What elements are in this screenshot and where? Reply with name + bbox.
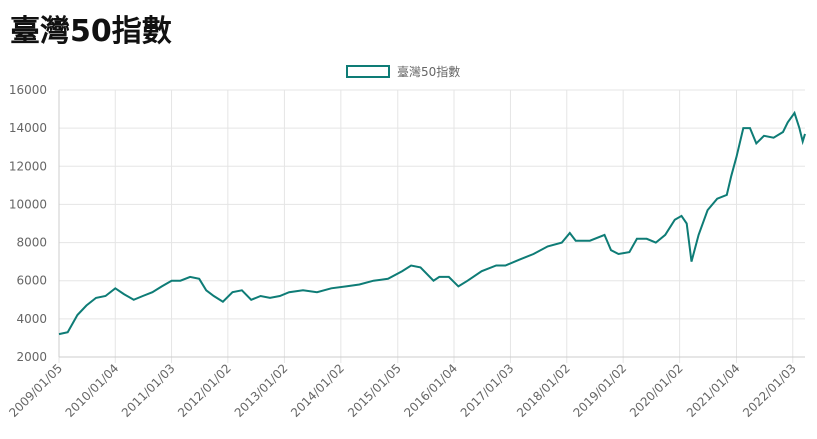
data-line xyxy=(58,110,806,336)
x-tick-label: 2014/01/02 xyxy=(288,361,347,420)
page-title: 臺灣50指數 xyxy=(10,14,172,49)
x-tick-label: 2009/01/05 xyxy=(6,361,65,420)
y-tick-label: 12000 xyxy=(9,159,47,173)
legend-swatch xyxy=(346,65,390,78)
x-tick-label: 2013/01/02 xyxy=(232,361,291,420)
y-tick-label: 6000 xyxy=(16,274,47,288)
x-tick-label: 2018/01/02 xyxy=(514,361,573,420)
x-tick-label: 2016/01/04 xyxy=(401,361,460,420)
x-tick-label: 2012/01/02 xyxy=(175,361,234,420)
x-tick-label: 2022/01/03 xyxy=(740,361,799,420)
x-tick-label: 2019/01/02 xyxy=(570,361,629,420)
x-tick-label: 2021/01/04 xyxy=(684,361,743,420)
y-tick-label: 10000 xyxy=(9,197,47,211)
x-tick-label: 2017/01/03 xyxy=(458,361,517,420)
y-tick-label: 14000 xyxy=(9,121,47,135)
y-tick-label: 16000 xyxy=(9,83,47,97)
y-tick-label: 4000 xyxy=(16,312,47,326)
legend-label: 臺灣50指數 xyxy=(397,64,460,79)
x-tick-label: 2015/01/05 xyxy=(345,361,404,420)
x-tick-label: 2020/01/02 xyxy=(627,361,686,420)
y-tick-label: 2000 xyxy=(16,350,47,364)
x-tick-label: 2010/01/04 xyxy=(63,361,122,420)
y-tick-label: 8000 xyxy=(16,236,47,250)
x-tick-label: 2011/01/03 xyxy=(119,361,178,420)
